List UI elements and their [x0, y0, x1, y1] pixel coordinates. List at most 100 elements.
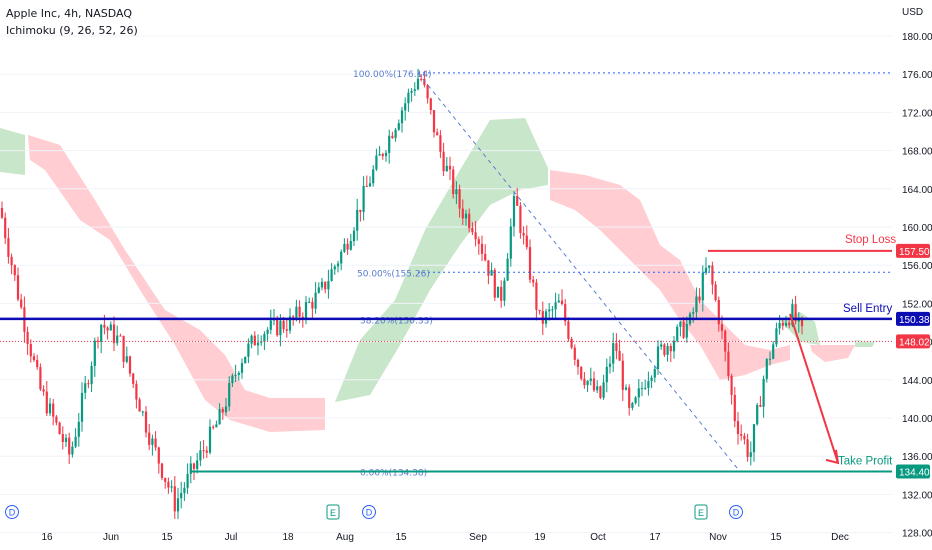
candle-body	[698, 296, 701, 301]
candle-body	[26, 331, 29, 345]
candle-body	[122, 335, 125, 362]
fib-level-label: 38.20%(150.33)	[360, 316, 433, 326]
dividend-marker[interactable]	[5, 505, 19, 519]
candle-body	[503, 280, 506, 301]
earnings-marker-text: E	[698, 508, 704, 518]
candle-body	[583, 378, 586, 386]
candle-body	[439, 135, 442, 152]
candle-body	[528, 247, 532, 280]
candle-body	[416, 78, 420, 90]
candle-body	[538, 309, 541, 312]
candle-body	[176, 498, 180, 512]
candle-body	[455, 189, 458, 195]
candle-body	[580, 366, 583, 379]
candle-body	[420, 78, 423, 80]
candle-body	[775, 328, 778, 345]
candle-body	[464, 213, 468, 219]
candle-body	[496, 286, 500, 298]
candle-body	[752, 424, 756, 453]
price-tick-label: 168.00	[902, 147, 932, 158]
currency-label: USD	[902, 7, 923, 18]
candle-body	[749, 452, 752, 457]
candle-body	[4, 217, 7, 239]
candle-body	[132, 373, 135, 384]
candle-body	[461, 208, 464, 219]
candle-body	[167, 481, 170, 488]
candle-body	[458, 189, 461, 209]
candle-body	[381, 154, 384, 157]
candle-body	[500, 286, 503, 301]
candle-body	[784, 322, 788, 326]
candle-body	[484, 253, 487, 261]
candle-body	[336, 263, 340, 267]
price-tick-label: 152.00	[902, 299, 932, 310]
candle-body	[52, 403, 55, 417]
candle-body	[135, 383, 138, 400]
candle-body	[224, 406, 228, 413]
candle-body	[359, 209, 362, 212]
price-tick-label: 156.00	[902, 261, 932, 272]
candle-body	[282, 320, 285, 330]
price-tick-label: 160.00	[902, 223, 932, 234]
candle-body	[141, 411, 144, 413]
candle-body	[650, 377, 653, 382]
candle-body	[80, 392, 84, 422]
candle-body	[20, 299, 23, 308]
candle-body	[717, 300, 720, 325]
candle-body	[573, 347, 576, 360]
candle-body	[221, 409, 224, 413]
candle-body	[448, 165, 452, 170]
candle-body	[103, 324, 106, 328]
candle-body	[541, 311, 544, 324]
candle-body	[368, 183, 372, 187]
candle-body	[356, 209, 359, 231]
earnings-marker[interactable]	[694, 504, 708, 520]
candle-body	[71, 446, 74, 455]
candle-body	[480, 243, 484, 254]
stop-loss-label: Stop Loss	[845, 234, 896, 246]
candle-body	[432, 110, 436, 133]
candle-body	[743, 435, 746, 440]
projection-arrow	[789, 313, 839, 464]
time-tick-label: 15	[395, 532, 407, 543]
candle-body	[45, 391, 48, 414]
candle-body	[660, 344, 663, 347]
candle-body	[32, 356, 36, 360]
candle-body	[343, 243, 346, 252]
candle-body	[58, 422, 61, 435]
candle-body	[474, 232, 477, 240]
time-tick-label: 16	[41, 532, 53, 543]
candle-body	[791, 304, 794, 326]
candle-body	[768, 358, 772, 360]
candle-body	[400, 110, 404, 124]
ichimoku-cloud	[0, 118, 875, 432]
candle-body	[55, 416, 58, 423]
candle-body	[570, 338, 573, 348]
candle-body	[548, 309, 551, 312]
candle-body	[602, 382, 605, 398]
candle-body	[183, 487, 186, 493]
candle-body	[759, 404, 762, 407]
candle-body	[586, 380, 589, 386]
candle-body	[554, 302, 557, 310]
dividend-marker[interactable]	[729, 505, 743, 519]
take-profit-label: Take Profit	[838, 455, 893, 467]
candle-body	[128, 356, 132, 374]
candle-body	[490, 269, 493, 276]
candle-body	[714, 284, 717, 301]
candle-body	[413, 89, 416, 91]
candle-body	[631, 403, 634, 408]
candle-body	[487, 260, 490, 276]
dividend-marker[interactable]	[362, 505, 376, 519]
candle-body	[560, 300, 564, 305]
earnings-marker[interactable]	[326, 504, 340, 520]
candle-body	[509, 226, 512, 259]
stop-loss-tag	[896, 243, 930, 258]
candle-body	[772, 344, 775, 359]
candle-body	[615, 343, 618, 351]
candle-body	[605, 366, 608, 383]
candle-body	[551, 309, 554, 311]
price-tick-label: 128.00	[902, 529, 932, 540]
